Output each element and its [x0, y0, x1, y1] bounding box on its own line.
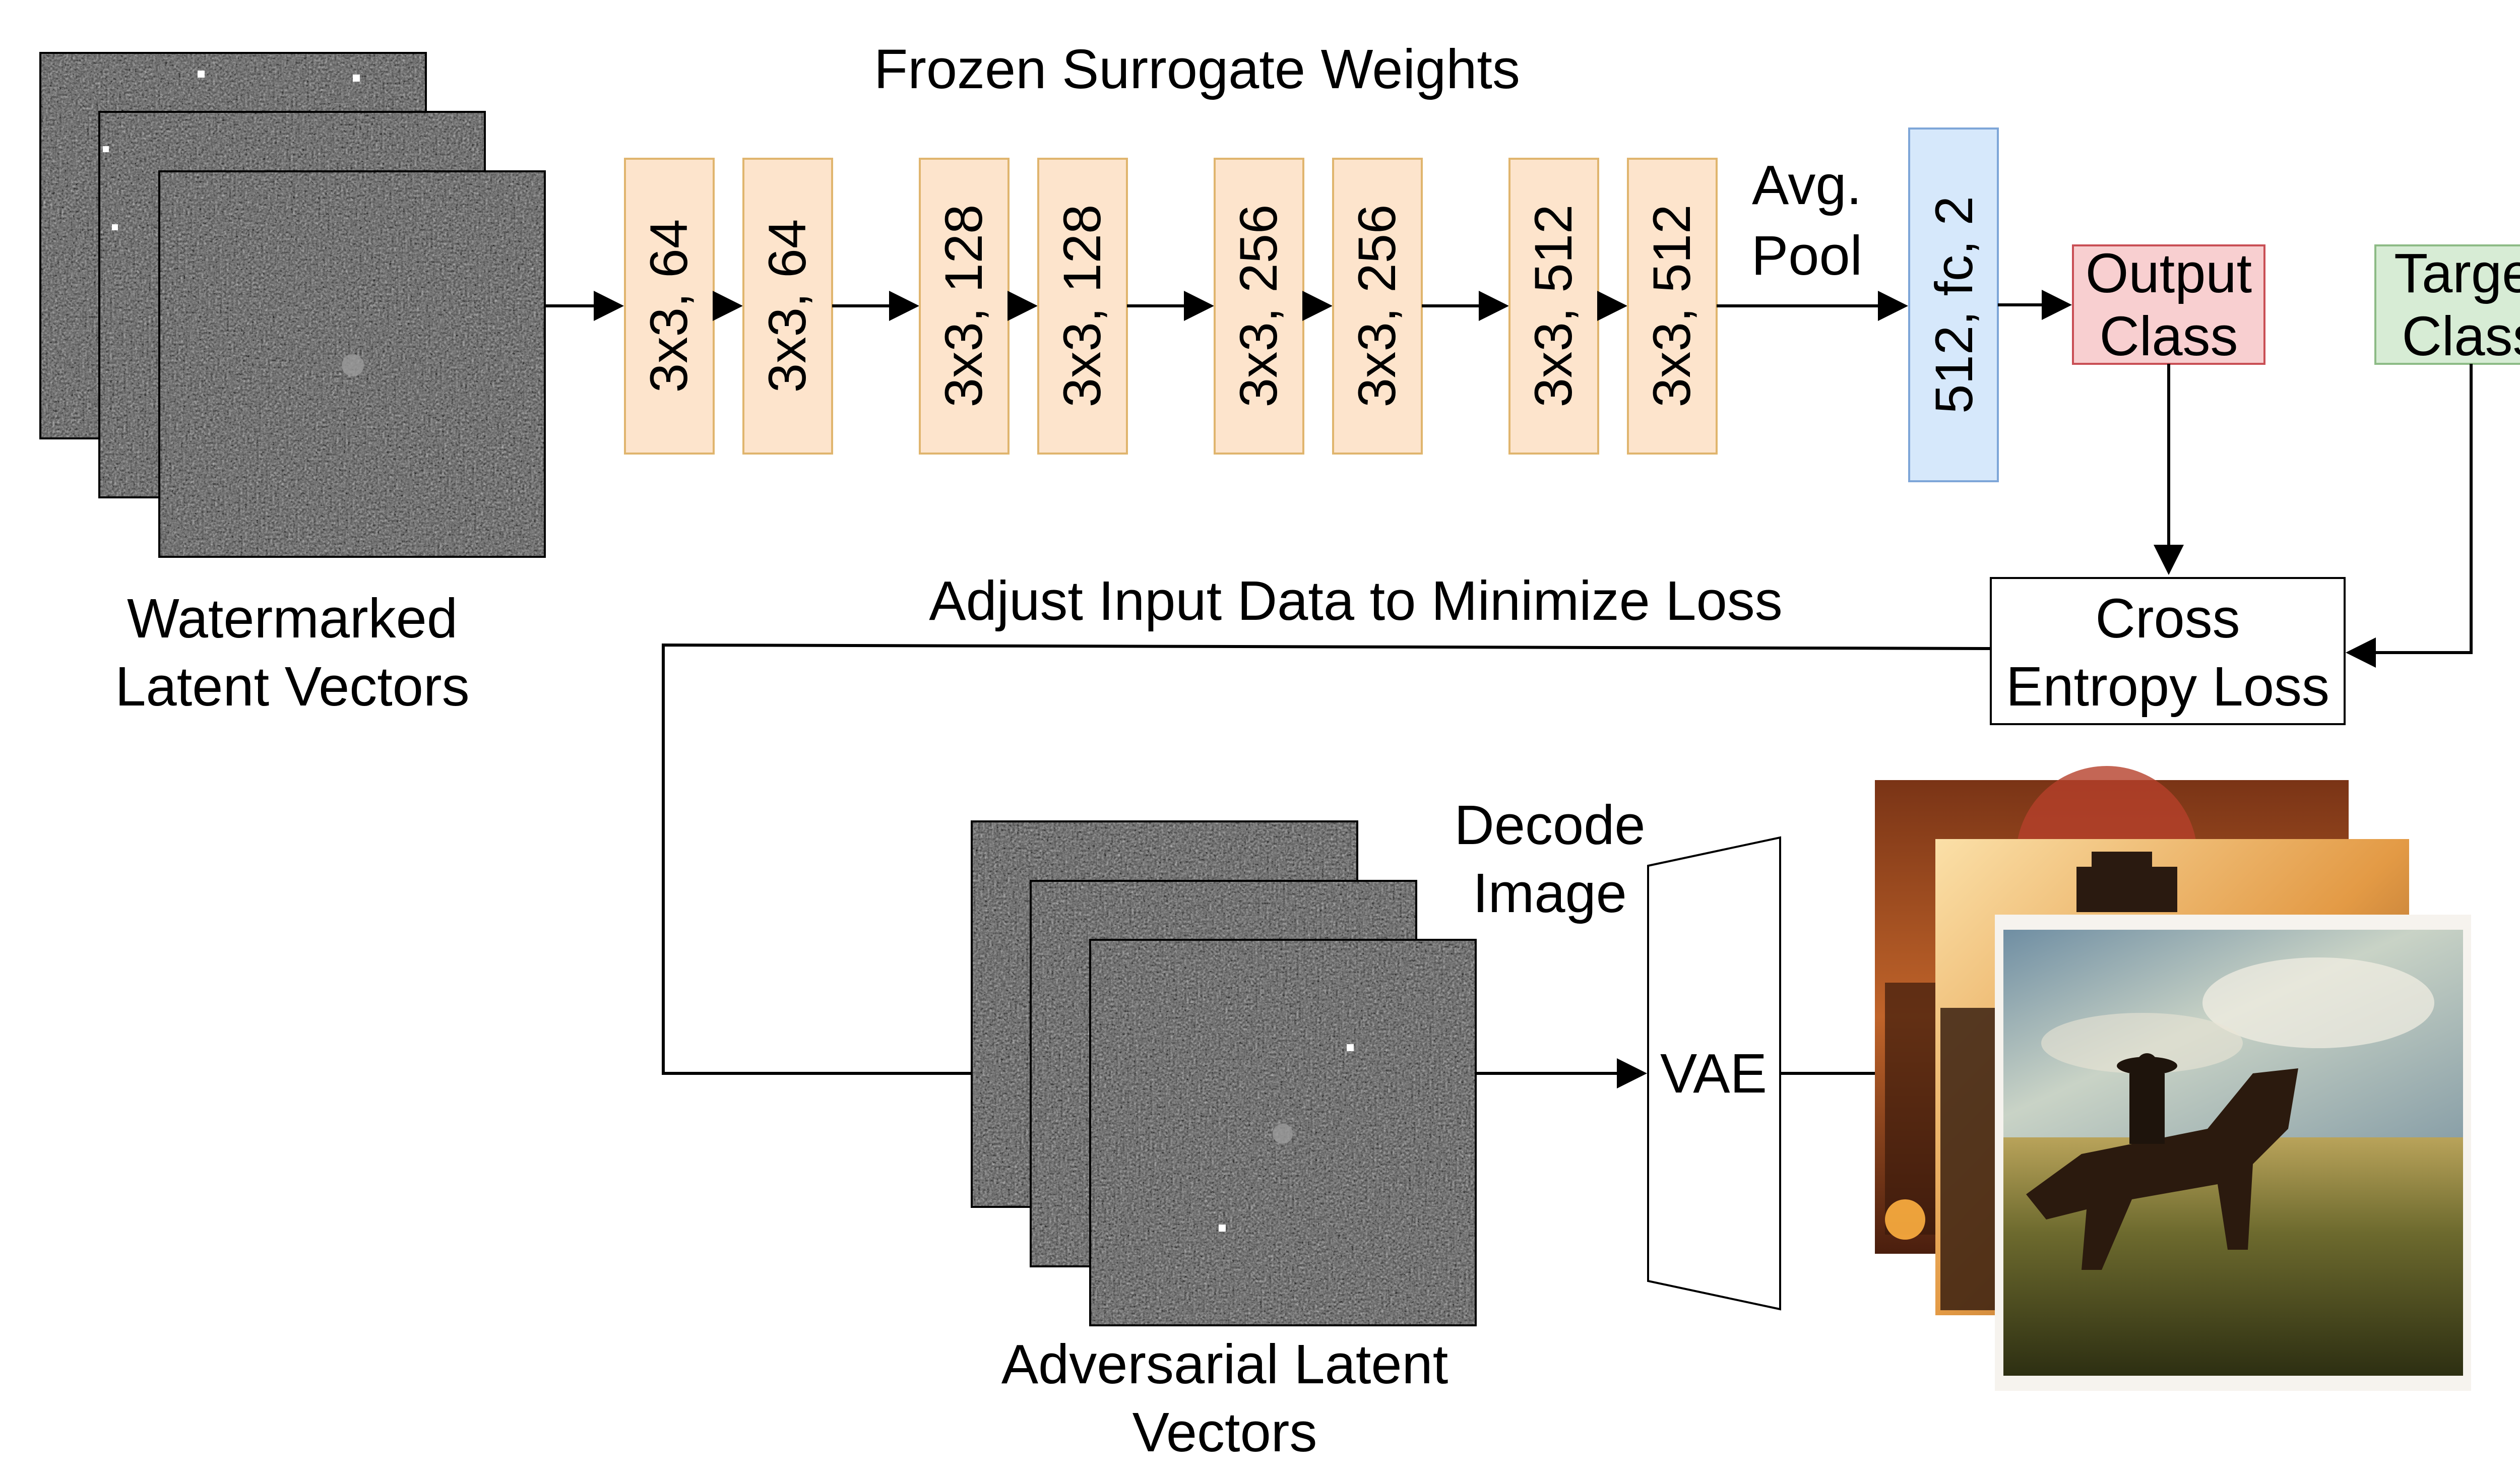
adversarial-label-line2: Vectors — [1132, 1401, 1317, 1463]
target-class-box: Target Class — [2374, 242, 2520, 367]
conv-layer-1-label: 3x3, 64 — [640, 219, 699, 393]
conv-layer-5-label: 3x3, 256 — [1229, 205, 1288, 408]
feedback-arrow — [662, 643, 1991, 1088]
conv-layer-2-label: 3x3, 64 — [758, 219, 817, 393]
latent-slice — [158, 170, 546, 558]
adversarial-latent-stack — [971, 820, 1477, 1326]
target-class-line1: Target — [2394, 242, 2520, 304]
conv-layer-7-label: 3x3, 512 — [1524, 205, 1583, 408]
target-class-line2: Class — [2402, 305, 2520, 367]
vae-decoder: VAE — [1647, 836, 1781, 1311]
conv-layer-3-label: 3x3, 128 — [934, 205, 993, 408]
output-class-line2: Class — [2099, 305, 2238, 367]
diagram-title: Frozen Surrogate Weights — [874, 38, 1520, 100]
arrow-target-to-loss — [2346, 364, 2473, 668]
latent-slice — [1089, 939, 1477, 1326]
pool-label-line2: Pool — [1751, 225, 1862, 287]
decoded-image-stack — [1875, 766, 2471, 1391]
conv-layer-7: 3x3, 512 — [1508, 158, 1599, 455]
conv-layer-8-label: 3x3, 512 — [1643, 205, 1702, 408]
vae-label: VAE — [1660, 1043, 1767, 1105]
loss-line2: Entropy Loss — [2006, 656, 2329, 718]
conv-layer-6: 3x3, 256 — [1332, 158, 1423, 455]
fc-layer-label: 512, fc, 2 — [1925, 196, 1984, 414]
output-class-line1: Output — [2086, 242, 2252, 304]
conv-layer-2: 3x3, 64 — [742, 158, 833, 455]
conv-layer-6-label: 3x3, 256 — [1348, 205, 1407, 408]
watermarked-latent-stack — [39, 52, 546, 558]
decode-label-line1: Decode — [1454, 794, 1645, 856]
feedback-label: Adjust Input Data to Minimize Loss — [929, 570, 1783, 632]
conv-layer-1: 3x3, 64 — [624, 158, 715, 455]
output-class-box: Output Class — [2072, 242, 2265, 367]
decode-label-line2: Image — [1473, 862, 1627, 924]
pool-label-line1: Avg. — [1752, 154, 1862, 216]
fc-layer: 512, fc, 2 — [1908, 127, 1999, 482]
conv-layer-3: 3x3, 128 — [919, 158, 1010, 455]
decoded-image-front — [1995, 915, 2471, 1391]
conv-layer-8: 3x3, 512 — [1627, 158, 1718, 455]
watermarked-label-line2: Latent Vectors — [115, 656, 469, 718]
loss-line1: Cross — [2095, 588, 2240, 650]
cross-entropy-loss-box: Cross Entropy Loss — [1990, 577, 2346, 725]
conv-layer-4-label: 3x3, 128 — [1053, 205, 1112, 408]
adversarial-label-line1: Adversarial Latent — [1001, 1333, 1448, 1395]
watermarked-label-line1: Watermarked — [127, 588, 458, 650]
conv-layer-4: 3x3, 128 — [1037, 158, 1128, 455]
conv-layer-5: 3x3, 256 — [1214, 158, 1304, 455]
